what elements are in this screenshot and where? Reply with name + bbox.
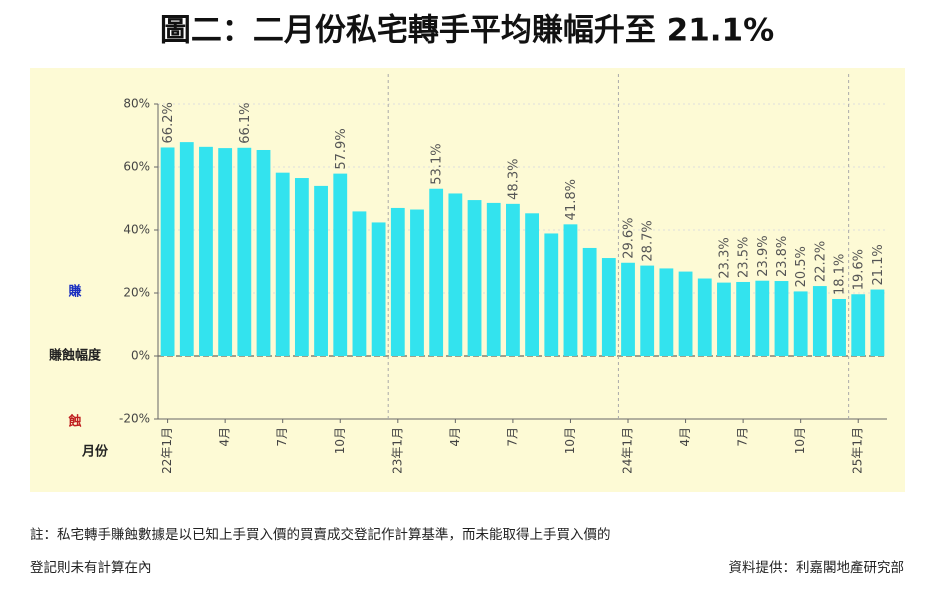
data-label: 19.6%: [852, 249, 867, 290]
x-tick-label: 7月: [275, 427, 289, 447]
x-tick-label: 24年1月: [621, 427, 635, 474]
x-tick-label: 4月: [678, 427, 692, 447]
data-label: 57.9%: [334, 128, 349, 169]
bar: [697, 278, 712, 356]
data-label: 41.8%: [564, 179, 579, 220]
x-tick-label: 10月: [793, 427, 807, 454]
data-label: 22.2%: [813, 241, 828, 282]
x-tick-label: 25年1月: [851, 427, 865, 474]
bar: [793, 291, 808, 356]
bar: [294, 178, 309, 356]
y-tick-label: 40%: [123, 223, 150, 237]
data-label: 23.8%: [775, 236, 790, 277]
x-tick-label: 7月: [505, 427, 519, 447]
bar: [506, 203, 520, 356]
x-tick-label: 23年1月: [390, 427, 404, 474]
note: 註：私宅轉手賺蝕數據是以已知上手買入價的買賣成交登記作計算基準，而未能取得上手買…: [30, 526, 611, 543]
bar: [371, 222, 386, 356]
x-tick-label: 10月: [333, 427, 347, 454]
bar: [755, 280, 770, 356]
bar: [621, 262, 635, 356]
bar: [544, 233, 559, 356]
bar: [333, 173, 348, 356]
source: 資料提供：利嘉閣地產研究部: [729, 559, 905, 576]
bar: [678, 271, 693, 356]
x-tick-label: 4月: [218, 427, 232, 447]
data-label: 66.2%: [161, 102, 176, 143]
x-tick-label: 10月: [563, 427, 577, 454]
x-label: 月份: [81, 444, 109, 460]
chart-background: [30, 68, 905, 492]
bar: [736, 281, 751, 356]
bar: [410, 209, 424, 356]
bar: [352, 211, 367, 356]
data-label: 21.1%: [871, 244, 886, 285]
note: 登記則未有計算在內: [30, 559, 152, 576]
bar: [314, 185, 328, 356]
bar: [486, 202, 501, 356]
bar: [832, 298, 846, 356]
data-label: 23.5%: [737, 237, 752, 278]
bar: [179, 142, 194, 356]
bar: [640, 265, 655, 356]
bar: [659, 268, 674, 356]
bar: [851, 294, 866, 356]
bar: [237, 147, 252, 356]
y-tick-label: 60%: [123, 160, 150, 174]
data-label: 20.5%: [794, 246, 809, 287]
y-tick-label: 0%: [131, 349, 150, 363]
bar: [525, 213, 539, 356]
y-tick-label: -20%: [119, 412, 150, 426]
bar: [467, 200, 482, 356]
y-label-negative: 蝕: [67, 414, 81, 430]
bar: [390, 207, 405, 356]
bar: [582, 247, 597, 356]
y-label-positive: 賺: [68, 284, 81, 300]
bar: [429, 188, 444, 356]
bar: [218, 148, 233, 356]
data-label: 18.1%: [833, 254, 848, 295]
data-label: 28.7%: [641, 220, 656, 261]
bar: [256, 149, 271, 356]
bar: [870, 289, 885, 356]
data-label: 23.3%: [717, 237, 732, 278]
x-tick-label: 4月: [448, 427, 462, 447]
bar: [448, 193, 463, 356]
y-tick-label: 20%: [123, 286, 150, 300]
data-label: 23.9%: [756, 235, 771, 276]
data-label: 29.6%: [622, 217, 637, 258]
x-tick-label: 22年1月: [160, 427, 174, 474]
y-tick-label: 80%: [123, 97, 150, 111]
bar: [812, 286, 827, 356]
bar: [774, 281, 789, 356]
data-label: 53.1%: [430, 143, 445, 184]
bar: [160, 147, 175, 356]
y-label: 賺蝕幅度: [49, 348, 102, 364]
data-label: 48.3%: [506, 159, 521, 200]
bar: [199, 146, 213, 356]
x-tick-label: 7月: [736, 427, 750, 447]
chart-title: 圖二：二月份私宅轉手平均賺幅升至 21.1%: [160, 13, 774, 49]
data-label: 66.1%: [238, 102, 253, 143]
bar: [563, 224, 578, 356]
bar: [275, 172, 290, 356]
bar: [601, 258, 616, 356]
bar: [717, 282, 731, 356]
